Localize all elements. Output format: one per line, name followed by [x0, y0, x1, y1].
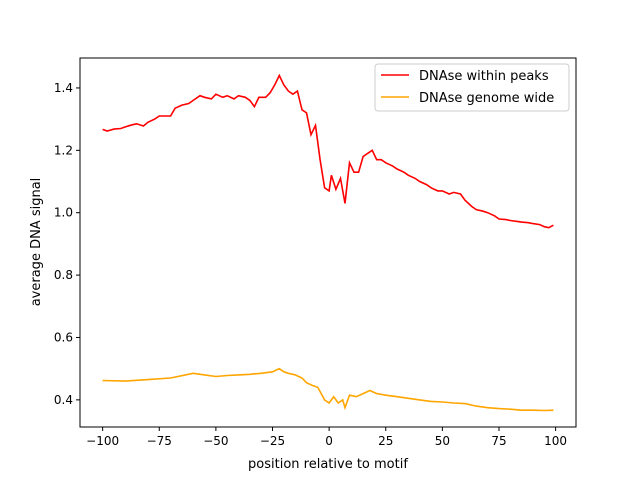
y-tick-label: 1.4 — [54, 81, 73, 95]
x-tick-label: 25 — [378, 434, 393, 448]
x-tick-label: −75 — [147, 434, 172, 448]
y-tick-label: 0.8 — [54, 268, 73, 282]
legend-label-peaks: DNAse within peaks — [419, 69, 549, 84]
plot-frame — [79, 57, 577, 428]
y-tick-label: 1.2 — [54, 143, 73, 157]
x-tick-label: 100 — [544, 434, 567, 448]
x-tick-label: 75 — [491, 434, 506, 448]
y-tick-label: 0.4 — [54, 393, 73, 407]
series-line-0 — [102, 73, 554, 229]
series-line-1 — [102, 367, 554, 412]
x-tick-label: 0 — [325, 434, 333, 448]
y-tick-label: 0.6 — [54, 330, 73, 344]
legend-label-genome: DNAse genome wide — [419, 91, 554, 106]
legend: DNAse within peaks DNAse genome wide — [374, 63, 570, 112]
y-axis-label: average DNA signal — [29, 178, 44, 307]
x-tick-label: −25 — [260, 434, 285, 448]
x-axis-label: position relative to motif — [248, 457, 408, 472]
y-tick-label: 1.0 — [54, 206, 73, 220]
x-tick-label: 50 — [435, 434, 450, 448]
x-tick-label: −100 — [86, 434, 119, 448]
x-tick-label: −50 — [203, 434, 228, 448]
